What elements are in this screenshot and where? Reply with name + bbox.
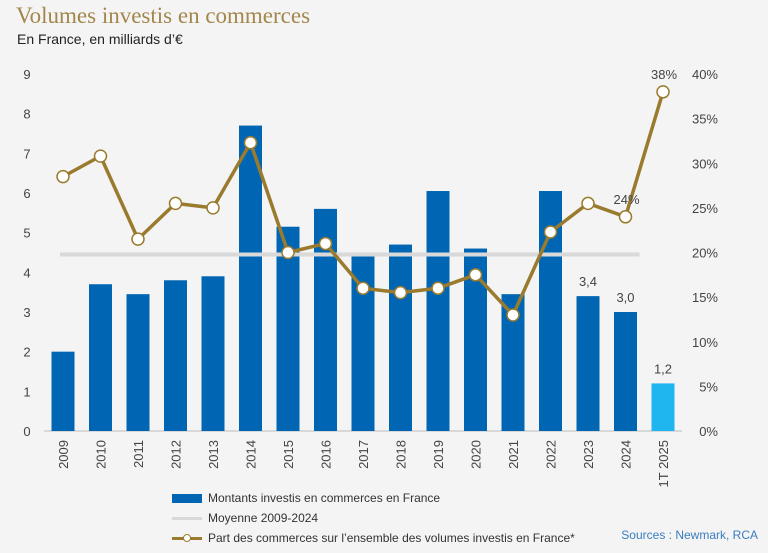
- y-right-tick-label: 5%: [699, 379, 718, 394]
- line-point: [393, 285, 408, 300]
- x-tick-label: 2021: [506, 440, 521, 469]
- y-left-tick-label: 0: [23, 424, 30, 439]
- bar: [651, 383, 675, 431]
- x-tick-label: 2020: [469, 440, 484, 469]
- y-right-tick-label: 15%: [692, 290, 718, 305]
- y-right-tick-label: 30%: [692, 156, 718, 171]
- y-right-tick-label: 25%: [692, 201, 718, 216]
- bar: [89, 284, 112, 431]
- y-left-tick-label: 6: [23, 186, 30, 201]
- x-tick-label: 2012: [169, 440, 184, 469]
- y-left-tick-label: 5: [23, 226, 30, 241]
- x-tick-label: 2016: [319, 440, 334, 469]
- line-point: [506, 308, 520, 322]
- y-left-tick-label: 3: [23, 305, 30, 320]
- legend-label-line: Part des commerces sur l’ensemble des vo…: [208, 531, 575, 545]
- bar: [426, 191, 450, 431]
- source-note: Sources : Newmark, RCA: [621, 528, 758, 542]
- legend-swatch-bars: [172, 493, 202, 503]
- legend-label-average: Moyenne 2009-2024: [208, 511, 319, 525]
- bar: [239, 125, 262, 432]
- legend-item-line: Part des commerces sur l’ensemble des vo…: [172, 528, 575, 548]
- line-point: [581, 196, 595, 211]
- bar: [314, 208, 337, 431]
- x-tick-label: 2018: [394, 440, 409, 469]
- y-left-tick-label: 7: [23, 146, 30, 161]
- y-right-tick-label: 35%: [692, 112, 718, 127]
- bar: [614, 312, 637, 431]
- bar: [126, 294, 150, 431]
- y-right-tick-label: 40%: [692, 67, 718, 82]
- bar: [389, 244, 412, 431]
- x-tick-label: 2014: [244, 440, 259, 469]
- legend-label-bars: Montants investis en commerces en France: [208, 491, 441, 505]
- bar-data-label: 3,4: [579, 274, 597, 289]
- x-tick-label: 2019: [431, 440, 446, 469]
- line-point: [318, 236, 333, 251]
- line-point: [618, 210, 633, 224]
- chart-title: Volumes investis en commerces: [16, 3, 311, 28]
- x-tick-label: 2024: [619, 440, 634, 469]
- line-point: [656, 85, 670, 99]
- x-tick-label: 2017: [356, 440, 371, 469]
- y-left-tick-label: 8: [23, 107, 30, 122]
- line-data-label: 24%: [613, 192, 639, 207]
- line-point: [543, 225, 558, 239]
- x-tick-label: 2013: [206, 440, 221, 469]
- line-point: [243, 135, 258, 150]
- chart-legend: Montants investis en commerces en France…: [172, 488, 575, 548]
- line-point: [56, 169, 70, 184]
- x-tick-label: 2011: [131, 440, 146, 468]
- line-point: [93, 149, 108, 163]
- y-left-tick-label: 9: [23, 67, 30, 82]
- line-point: [468, 268, 483, 282]
- y-left-tick-label: 2: [23, 345, 30, 360]
- bar: [201, 276, 225, 431]
- x-tick-label: 2023: [581, 440, 596, 469]
- line-point: [431, 281, 445, 295]
- line-point: [168, 196, 183, 211]
- legend-item-average: Moyenne 2009-2024: [172, 508, 575, 528]
- bar: [276, 226, 300, 431]
- legend-swatch-line: [172, 533, 202, 543]
- bar: [164, 280, 187, 431]
- line-point: [206, 201, 220, 215]
- legend-swatch-average: [172, 516, 202, 520]
- y-right-tick-label: 20%: [692, 246, 718, 261]
- y-right-tick-label: 0%: [699, 424, 718, 439]
- bar: [464, 248, 487, 431]
- x-tick-label: 2009: [56, 440, 71, 469]
- line-point: [131, 232, 145, 246]
- chart-subtitle: En France, en milliards d’€: [17, 31, 183, 47]
- x-tick-label: 2010: [94, 440, 109, 469]
- line-point: [356, 281, 370, 295]
- bar: [539, 191, 562, 431]
- x-tick-label: 2015: [281, 440, 296, 469]
- bar-data-label: 3,0: [616, 290, 634, 305]
- x-tick-label: 2022: [544, 440, 559, 469]
- y-left-tick-label: 1: [23, 384, 30, 399]
- legend-item-bars: Montants investis en commerces en France: [172, 488, 575, 508]
- y-right-tick-label: 10%: [692, 335, 718, 350]
- bar: [51, 351, 75, 431]
- bar: [351, 256, 375, 431]
- y-left-tick-label: 4: [23, 265, 30, 280]
- line-data-label: 38%: [651, 67, 677, 82]
- bar: [501, 294, 525, 431]
- line-point: [281, 245, 295, 260]
- bar: [576, 296, 600, 431]
- bar-data-label: 1,2: [654, 361, 672, 376]
- x-tick-label: 1T 2025: [656, 440, 671, 487]
